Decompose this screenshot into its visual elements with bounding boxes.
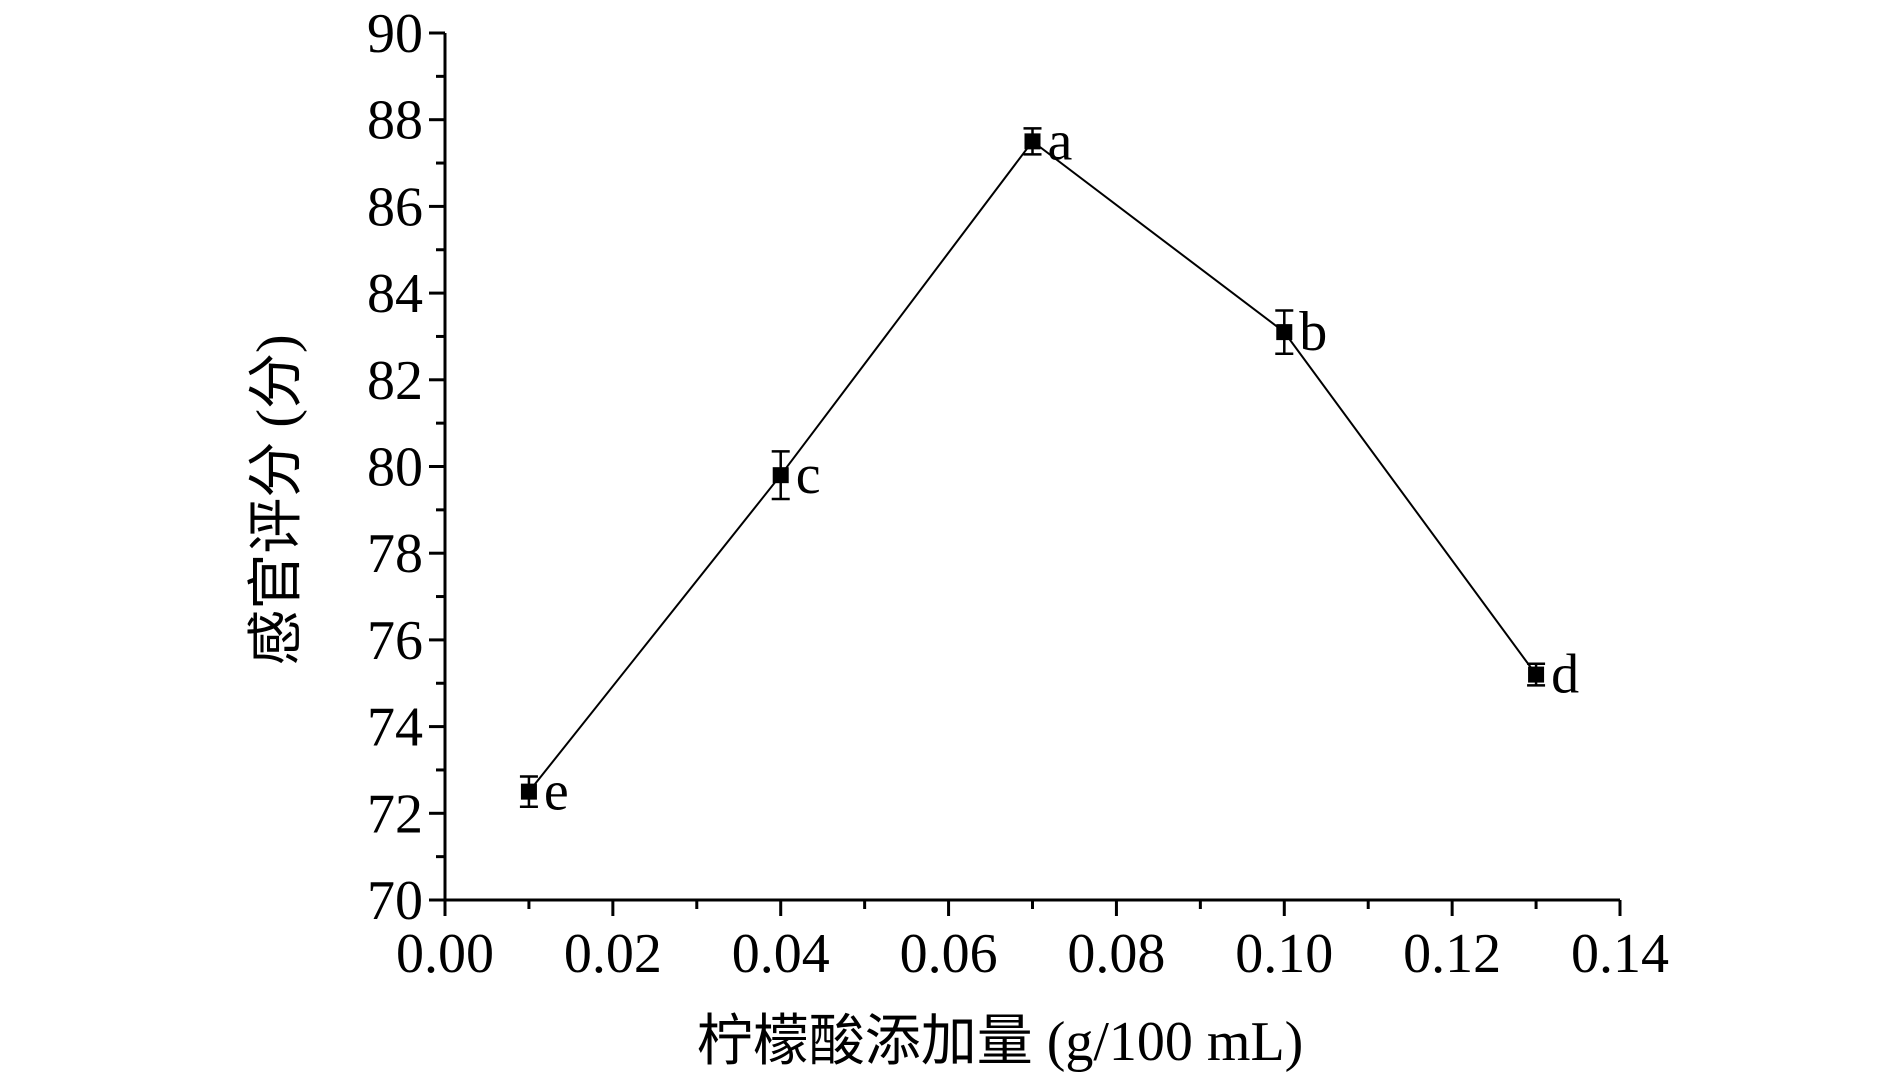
y-axis-ticks: 70 72 74 76 78 80 82 84 86 88 90: [367, 3, 445, 932]
y-tick-label: 72: [367, 783, 423, 845]
x-axis-label: 柠檬酸添加量 (g/100 mL): [697, 1011, 1304, 1073]
y-tick-label: 70: [367, 870, 423, 932]
x-axis-ticks: 0.00 0.02 0.04 0.06 0.08 0.10 0.12 0.14: [396, 900, 1669, 985]
y-tick-label: 80: [367, 437, 423, 499]
data-point-marker: [520, 783, 537, 800]
x-tick-label: 0.02: [564, 923, 662, 985]
x-tick-label: 0.06: [900, 923, 998, 985]
x-tick-label: 0.12: [1403, 923, 1501, 985]
y-tick-label: 78: [367, 523, 423, 585]
data-point-marker: [1276, 324, 1293, 341]
x-tick-label: 0.00: [396, 923, 494, 985]
significance-label: b: [1299, 301, 1327, 363]
y-tick-label: 86: [367, 176, 423, 238]
series-line: [528, 139, 1537, 793]
significance-label: d: [1551, 644, 1579, 706]
significance-label: c: [796, 444, 821, 506]
significance-label: a: [1048, 110, 1073, 172]
x-tick-label: 0.04: [732, 923, 830, 985]
data-point-marker: [1024, 133, 1041, 150]
axes: [443, 33, 1620, 902]
y-tick-label: 74: [367, 697, 423, 759]
data-point-marker: [772, 467, 789, 484]
y-tick-label: 76: [367, 610, 423, 672]
y-tick-label: 82: [367, 350, 423, 412]
y-tick-label: 90: [367, 3, 423, 65]
y-tick-label: 88: [367, 90, 423, 152]
x-tick-label: 0.08: [1067, 923, 1165, 985]
x-tick-label: 0.14: [1571, 923, 1669, 985]
data-point-marker: [1528, 666, 1545, 683]
y-tick-label: 84: [367, 263, 423, 325]
x-tick-label: 0.10: [1235, 923, 1333, 985]
y-axis-label: 感官评分 (分): [246, 334, 308, 665]
significance-label: e: [544, 761, 569, 823]
data-series: e c a b d: [519, 110, 1579, 823]
